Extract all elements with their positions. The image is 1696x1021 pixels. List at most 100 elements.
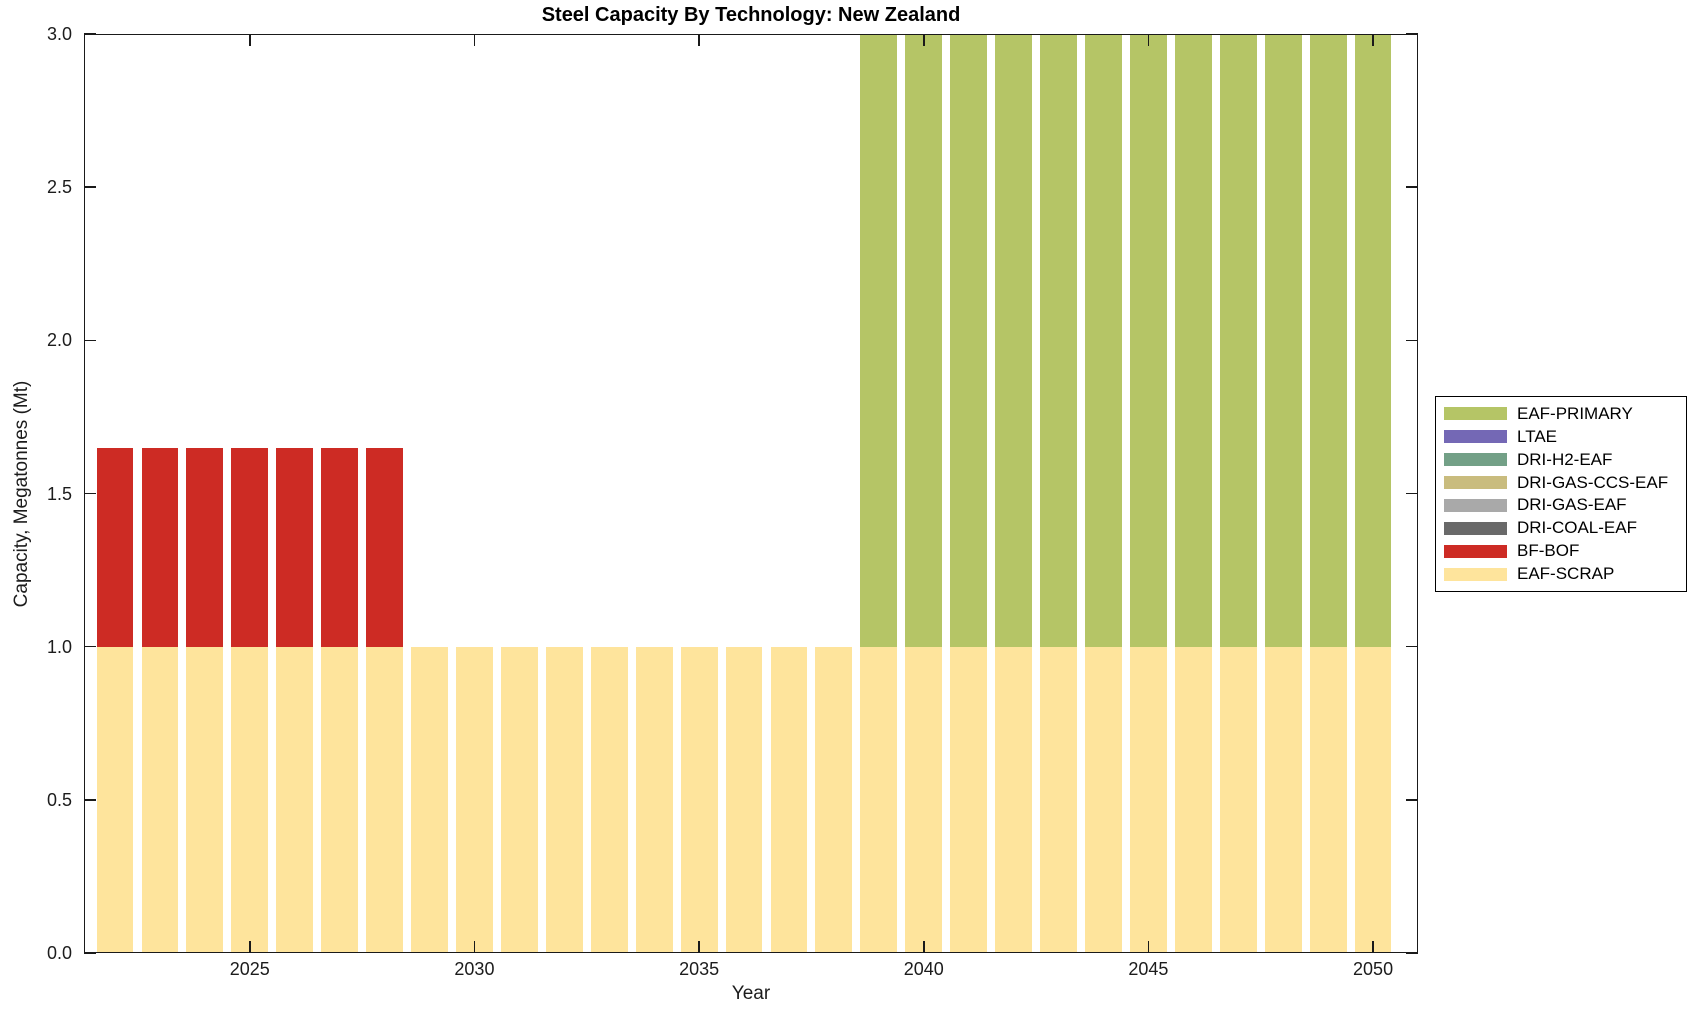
bar-segment-eaf-scrap-2033 [590, 646, 628, 953]
bar-segment-eaf-scrap-2038 [815, 646, 853, 953]
legend-swatch-dri-gas-eaf [1444, 498, 1507, 512]
chart-title: Steel Capacity By Technology: New Zealan… [541, 4, 961, 26]
x-tick-top [473, 34, 476, 46]
bar-segment-eaf-scrap-2026 [276, 646, 314, 953]
x-tick-label: 2030 [454, 959, 495, 979]
bar-segment-eaf-scrap-2032 [545, 646, 583, 953]
bar-segment-bf-bof-2024 [186, 447, 224, 647]
x-tick [1147, 941, 1150, 953]
legend-row: BF-BOF [1444, 541, 1678, 561]
bar-segment-eaf-scrap-2029 [411, 646, 448, 953]
bar-segment-eaf-primary-2043 [1040, 34, 1077, 647]
legend-swatch-dri-gas-ccs-eaf [1444, 476, 1507, 489]
bar-segment-eaf-scrap-2043 [1040, 646, 1077, 953]
x-axis-label: Year [731, 983, 771, 1004]
bar-segment-bf-bof-2027 [321, 447, 359, 647]
x-tick-top [698, 34, 700, 46]
bar-segment-bf-bof-2026 [276, 447, 314, 647]
bar-segment-eaf-scrap-2035 [680, 646, 718, 953]
legend-swatch-bf-bof [1444, 544, 1507, 558]
legend-label: LTAE [1517, 426, 1557, 446]
bar-segment-eaf-primary-2047 [1219, 34, 1257, 647]
x-tick [922, 941, 925, 953]
x-tick-top [248, 34, 251, 46]
y-tick-right [1406, 33, 1418, 35]
legend-row: DRI-GAS-EAF [1444, 495, 1678, 515]
legend-label: DRI-H2-EAF [1517, 449, 1613, 469]
legend-swatch-eaf-primary [1444, 407, 1507, 421]
legend-label: DRI-COAL-EAF [1517, 518, 1637, 538]
bar-segment-eaf-primary-2040 [905, 34, 943, 647]
legend-row: LTAE [1444, 427, 1678, 447]
y-tick [84, 33, 96, 35]
y-tick-label: 2.5 [46, 177, 72, 198]
bar-segment-eaf-scrap-2027 [321, 646, 359, 953]
y-tick-label: 0.0 [46, 943, 72, 963]
x-tick-label: 2035 [679, 959, 720, 979]
y-tick [84, 645, 96, 648]
bar-segment-eaf-primary-2046 [1174, 34, 1212, 647]
bar-segment-eaf-primary-2045 [1129, 34, 1167, 647]
y-tick-right [1406, 952, 1418, 954]
y-tick [84, 339, 96, 342]
bar-segment-eaf-primary-2042 [995, 34, 1033, 647]
legend-label: DRI-GAS-CCS-EAF [1517, 472, 1669, 492]
y-tick-label: 3.0 [46, 24, 72, 44]
bar-segment-bf-bof-2023 [141, 447, 179, 647]
bar-segment-eaf-primary-2050 [1354, 34, 1392, 647]
bar-segment-bf-bof-2025 [231, 447, 269, 647]
y-tick [84, 952, 96, 954]
bar-segment-eaf-scrap-2046 [1174, 646, 1212, 953]
bar-segment-eaf-scrap-2040 [905, 646, 943, 953]
x-tick-label: 2025 [229, 959, 270, 979]
legend-row: EAF-SCRAP [1444, 564, 1678, 584]
legend-row: EAF-PRIMARY [1444, 404, 1678, 424]
bar-segment-eaf-scrap-2036 [725, 646, 763, 953]
y-tick-label: 0.5 [46, 789, 72, 810]
bar-segment-eaf-primary-2049 [1309, 34, 1347, 647]
legend-swatch-ltae [1444, 430, 1507, 444]
x-tick-top [922, 34, 925, 46]
x-tick-label: 2050 [1353, 959, 1394, 979]
legend-label: EAF-SCRAP [1517, 564, 1615, 583]
bar-segment-eaf-scrap-2047 [1219, 646, 1257, 953]
legend-label: EAF-PRIMARY [1517, 403, 1633, 423]
bar-segment-eaf-scrap-2048 [1264, 646, 1302, 953]
y-tick-right [1406, 186, 1418, 188]
bar-segment-eaf-scrap-2025 [231, 646, 269, 953]
y-tick-right [1406, 645, 1418, 648]
bar-segment-eaf-scrap-2030 [456, 646, 493, 953]
bar-segment-eaf-primary-2048 [1264, 34, 1302, 647]
bar-segment-eaf-scrap-2037 [770, 646, 808, 953]
x-tick-label: 2045 [1128, 959, 1169, 979]
y-tick-label: 1.0 [46, 636, 72, 657]
bar-segment-eaf-scrap-2028 [366, 646, 403, 953]
bar-segment-eaf-scrap-2023 [141, 646, 179, 953]
y-tick-label: 1.5 [46, 483, 72, 504]
bar-segment-eaf-scrap-2034 [635, 646, 673, 953]
bar-segment-eaf-scrap-2031 [500, 646, 538, 953]
bar-segment-eaf-scrap-2022 [96, 646, 134, 953]
bar-segment-eaf-scrap-2039 [860, 646, 898, 953]
legend-swatch-dri-coal-eaf [1444, 521, 1507, 535]
y-tick [84, 799, 96, 801]
x-tick [1372, 941, 1374, 953]
y-tick-right [1406, 339, 1418, 342]
bar-segment-eaf-scrap-2045 [1129, 646, 1167, 953]
bar-segment-bf-bof-2022 [96, 447, 134, 647]
bar-segment-eaf-primary-2041 [950, 34, 988, 647]
x-tick-label: 2040 [903, 959, 944, 979]
bar-segment-eaf-scrap-2041 [950, 646, 988, 953]
bar-segment-eaf-scrap-2044 [1085, 646, 1122, 953]
x-tick-top [1372, 34, 1374, 46]
bar-segment-eaf-scrap-2042 [995, 646, 1033, 953]
bar-segment-bf-bof-2028 [366, 447, 403, 647]
legend-label: DRI-GAS-EAF [1517, 495, 1627, 515]
legend-swatch-eaf-scrap [1444, 567, 1507, 581]
x-tick [698, 941, 700, 953]
x-tick [473, 941, 476, 953]
legend-row: DRI-COAL-EAF [1444, 518, 1678, 538]
legend-label: BF-BOF [1517, 541, 1580, 561]
legend: EAF-PRIMARY LTAE DRI-H2-EAF DRI-GAS-CCS-EAF… [1435, 396, 1687, 592]
